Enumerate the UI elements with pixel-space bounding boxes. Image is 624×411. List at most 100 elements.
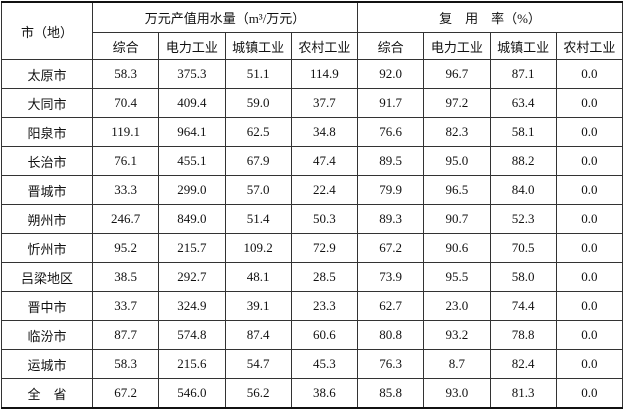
value-cell: 0.0 xyxy=(555,204,624,234)
table-row: 全 省 67.2 546.0 56.2 38.6 85.8 93.0 81.3 0.0 xyxy=(1,378,624,409)
value-cell: 62.5 xyxy=(224,117,292,147)
column-header: 农村工业 xyxy=(290,32,359,60)
value-cell: 73.9 xyxy=(356,262,425,292)
column-header: 电力工业 xyxy=(423,32,491,60)
value-cell: 48.1 xyxy=(224,262,292,292)
value-cell: 82.4 xyxy=(489,349,557,379)
value-cell: 58.3 xyxy=(91,349,160,379)
value-cell: 63.4 xyxy=(489,88,557,118)
value-cell: 0.0 xyxy=(555,291,624,321)
value-cell: 455.1 xyxy=(158,146,226,176)
value-cell: 375.3 xyxy=(158,59,226,89)
value-cell: 23.3 xyxy=(290,291,359,321)
value-cell: 76.1 xyxy=(91,146,160,176)
region-cell: 晋中市 xyxy=(1,291,93,321)
value-cell: 33.7 xyxy=(91,291,160,321)
value-cell: 90.6 xyxy=(423,233,491,263)
value-cell: 51.1 xyxy=(224,59,292,89)
value-cell: 70.4 xyxy=(91,88,160,118)
table-row: 晋城市 33.3 299.0 57.0 22.4 79.9 96.5 84.0 0.0 xyxy=(1,175,624,205)
region-cell: 朔州市 xyxy=(1,204,93,234)
value-cell: 97.2 xyxy=(423,88,491,118)
value-cell: 56.2 xyxy=(224,378,292,409)
value-cell: 89.3 xyxy=(356,204,425,234)
value-cell: 0.0 xyxy=(555,175,624,205)
value-cell: 90.7 xyxy=(423,204,491,234)
region-cell: 临汾市 xyxy=(1,320,93,350)
value-cell: 47.4 xyxy=(290,146,359,176)
value-cell: 39.1 xyxy=(224,291,292,321)
table-row: 运城市 58.3 215.6 54.7 45.3 76.3 8.7 82.4 0.0 xyxy=(1,349,624,379)
group-header: 万元产值用水量（m³/万元） xyxy=(92,1,358,33)
value-cell: 93.0 xyxy=(423,378,491,409)
value-cell: 964.1 xyxy=(158,117,226,147)
value-cell: 62.7 xyxy=(356,291,425,321)
value-cell: 74.4 xyxy=(489,291,557,321)
value-cell: 0.0 xyxy=(555,262,624,292)
value-cell: 0.0 xyxy=(555,378,624,409)
value-cell: 34.8 xyxy=(290,117,359,147)
value-cell: 84.0 xyxy=(489,175,557,205)
value-cell: 292.7 xyxy=(158,262,226,292)
value-cell: 109.2 xyxy=(224,233,292,263)
value-cell: 0.0 xyxy=(555,146,624,176)
table-row: 大同市 70.4 409.4 59.0 37.7 91.7 97.2 63.4 0.0 xyxy=(1,88,624,118)
header-row: 综合 电力工业 城镇工业 农村工业 综合 电力工业 城镇工业 农村工业 xyxy=(2,32,624,60)
value-cell: 58.3 xyxy=(91,59,160,89)
region-cell: 全 省 xyxy=(1,378,93,409)
value-cell: 67.9 xyxy=(224,146,292,176)
value-cell: 76.6 xyxy=(356,117,425,147)
value-cell: 67.2 xyxy=(356,233,425,263)
value-cell: 96.7 xyxy=(423,59,491,89)
value-cell: 70.5 xyxy=(489,233,557,263)
value-cell: 52.3 xyxy=(489,204,557,234)
value-cell: 50.3 xyxy=(290,204,359,234)
value-cell: 58.0 xyxy=(489,262,557,292)
value-cell: 95.2 xyxy=(91,233,160,263)
value-cell: 215.7 xyxy=(158,233,226,263)
value-cell: 574.8 xyxy=(158,320,226,350)
value-cell: 0.0 xyxy=(555,233,624,263)
column-header: 电力工业 xyxy=(158,32,226,60)
value-cell: 0.0 xyxy=(555,320,624,350)
value-cell: 37.7 xyxy=(290,88,359,118)
table-body: 太原市 58.3 375.3 51.1 114.9 92.0 96.7 87.1 0.0 大同市 7… xyxy=(1,59,624,409)
value-cell: 72.9 xyxy=(290,233,359,263)
value-cell: 215.6 xyxy=(158,349,226,379)
region-cell: 忻州市 xyxy=(1,233,93,263)
value-cell: 246.7 xyxy=(91,204,160,234)
value-cell: 114.9 xyxy=(290,59,359,89)
value-cell: 87.7 xyxy=(91,320,160,350)
value-cell: 82.3 xyxy=(423,117,491,147)
table-row: 晋中市 33.7 324.9 39.1 23.3 62.7 23.0 74.4 0.0 xyxy=(1,291,624,321)
value-cell: 59.0 xyxy=(224,88,292,118)
region-cell: 长治市 xyxy=(1,146,93,176)
value-cell: 87.4 xyxy=(224,320,292,350)
value-cell: 409.4 xyxy=(158,88,226,118)
column-header: 城镇工业 xyxy=(224,32,292,60)
table-header: 市（地） 万元产值用水量（m³/万元） 复 用 率（%） 综合 电力工业 城镇工业农… xyxy=(1,1,624,60)
table-row: 忻州市 95.2 215.7 109.2 72.9 67.2 90.6 70.5 0.0 xyxy=(1,233,624,263)
value-cell: 51.4 xyxy=(224,204,292,234)
value-cell: 85.8 xyxy=(356,378,425,409)
region-cell: 晋城市 xyxy=(1,175,93,205)
region-cell: 阳泉市 xyxy=(1,117,93,147)
value-cell: 95.0 xyxy=(423,146,491,176)
column-header: 城镇工业 xyxy=(489,32,557,60)
value-cell: 33.3 xyxy=(91,175,160,205)
value-cell: 0.0 xyxy=(555,117,624,147)
value-cell: 67.2 xyxy=(91,378,160,409)
value-cell: 54.7 xyxy=(224,349,292,379)
value-cell: 87.1 xyxy=(489,59,557,89)
value-cell: 95.5 xyxy=(423,262,491,292)
value-cell: 60.6 xyxy=(290,320,359,350)
value-cell: 93.2 xyxy=(423,320,491,350)
value-cell: 0.0 xyxy=(555,88,624,118)
value-cell: 28.5 xyxy=(290,262,359,292)
table-row: 阳泉市 119.1 964.1 62.5 34.8 76.6 82.3 58.1 0.0 xyxy=(1,117,624,147)
header-row: 市（地） 万元产值用水量（m³/万元） 复 用 率（%） xyxy=(1,1,623,60)
region-cell: 运城市 xyxy=(1,349,93,379)
table-row: 太原市 58.3 375.3 51.1 114.9 92.0 96.7 87.1 0.0 xyxy=(1,59,624,89)
